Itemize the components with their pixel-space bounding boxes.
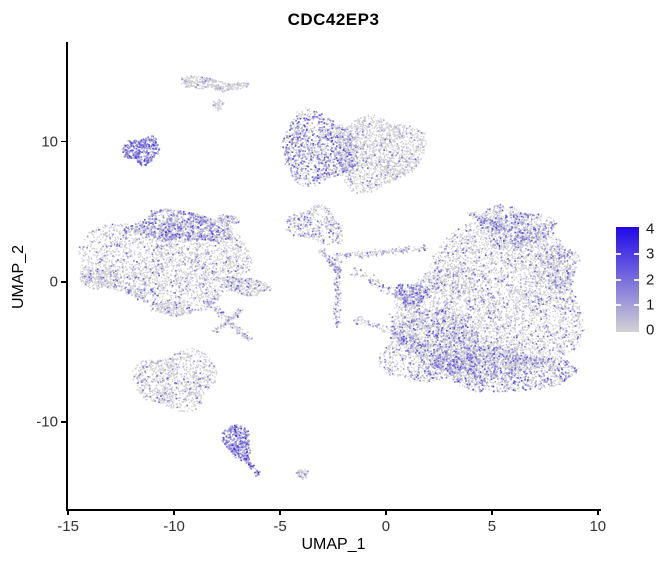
colorbar-legend: 0 1 2 3 4 xyxy=(616,222,672,343)
colorbar-tick-label: 4 xyxy=(646,220,655,238)
y-tick-mark xyxy=(61,421,66,423)
y-tick-label: -10 xyxy=(36,413,58,431)
colorbar-tick-label: 1 xyxy=(646,296,655,314)
colorbar-tick-mark xyxy=(616,253,621,256)
x-axis-title: UMAP_1 xyxy=(301,536,366,553)
x-tick-label: -10 xyxy=(163,518,185,535)
x-tick-label: -15 xyxy=(57,518,79,535)
colorbar-tick-mark xyxy=(616,278,621,281)
y-tick-mark xyxy=(61,140,66,143)
colorbar-tick-mark xyxy=(634,253,639,256)
x-tick-mark xyxy=(67,510,69,515)
colorbar-tick-label: 2 xyxy=(646,271,655,288)
colorbar-tick-mark xyxy=(634,303,639,306)
x-axis-line xyxy=(66,509,601,511)
x-tick-mark xyxy=(597,510,599,515)
colorbar-gradient xyxy=(616,227,639,332)
x-tick-mark xyxy=(491,510,493,515)
y-axis-line xyxy=(66,42,68,509)
x-tick-label: 0 xyxy=(381,518,391,535)
y-tick-mark xyxy=(61,281,66,283)
x-tick-mark xyxy=(385,510,387,515)
colorbar-tick-mark xyxy=(634,278,639,281)
x-tick-label: 5 xyxy=(487,518,497,535)
colorbar-tick-mark xyxy=(616,303,621,306)
y-axis-title: UMAP_2 xyxy=(10,244,27,310)
x-tick-mark xyxy=(173,510,175,515)
colorbar-tick-label: 0 xyxy=(646,321,655,339)
x-tick-label: 10 xyxy=(589,518,607,535)
x-tick-label: -5 xyxy=(273,518,287,535)
y-tick-label: 0 xyxy=(49,273,58,291)
colorbar-tick-label: 3 xyxy=(646,245,655,263)
y-tick-label: 10 xyxy=(41,133,58,151)
x-tick-mark xyxy=(279,510,281,515)
